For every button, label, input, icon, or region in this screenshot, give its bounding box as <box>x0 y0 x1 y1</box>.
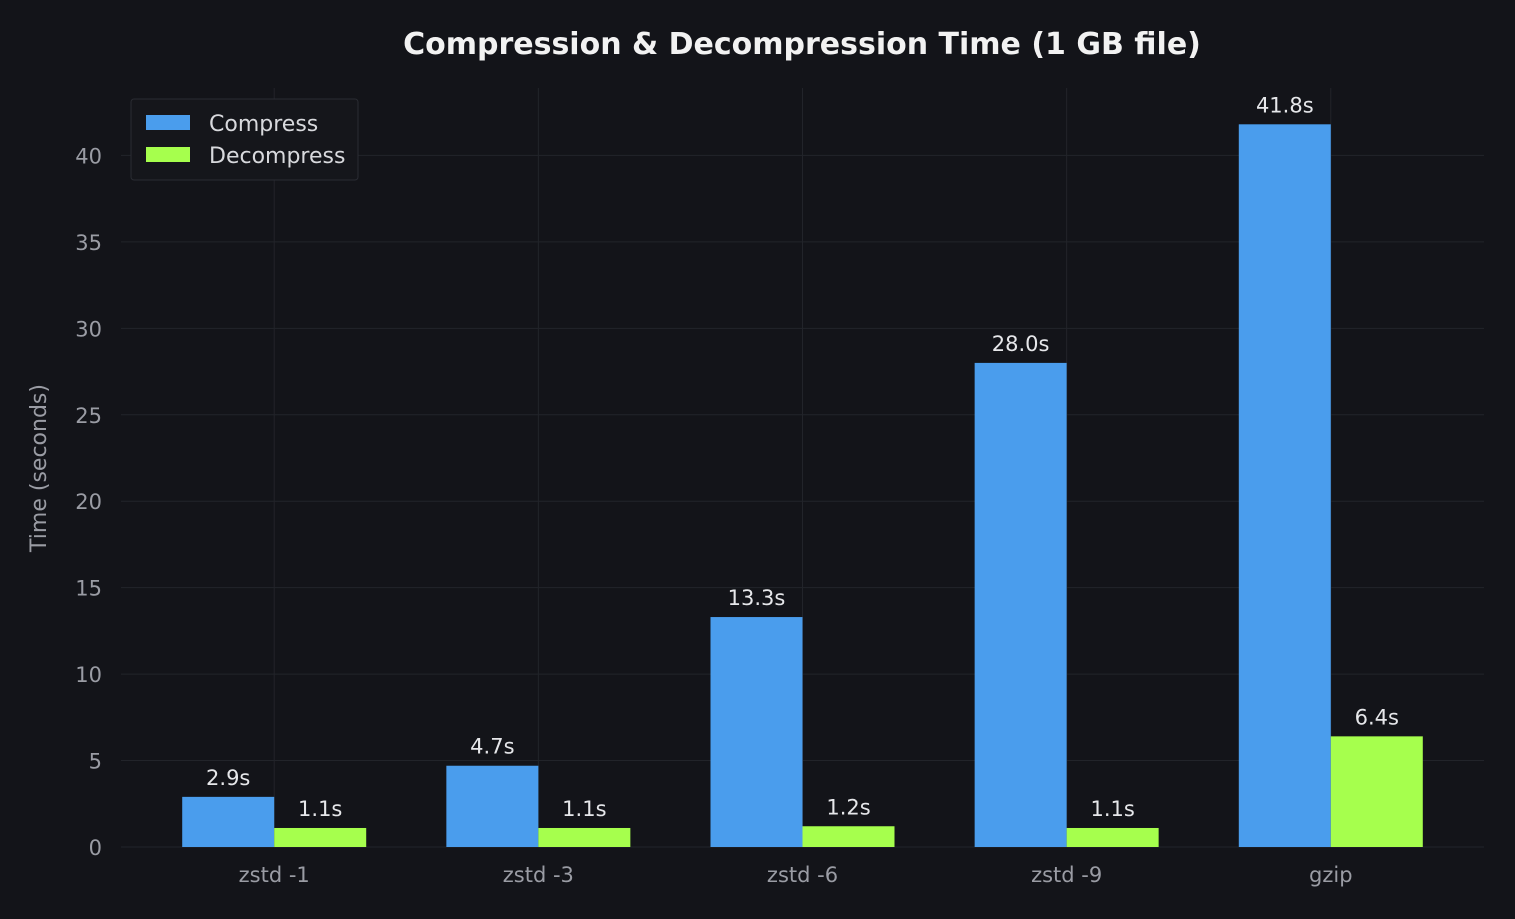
y-tick-label: 0 <box>89 836 102 860</box>
data-label: 6.4s <box>1355 705 1399 729</box>
y-tick-label: 30 <box>75 317 102 341</box>
x-tick-label: zstd -3 <box>503 863 574 887</box>
y-tick-label: 20 <box>75 490 102 514</box>
data-label: 41.8s <box>1256 93 1314 117</box>
data-label: 4.7s <box>470 735 514 759</box>
bar-compress <box>974 362 1067 847</box>
legend-swatch-decompress <box>146 147 190 162</box>
y-tick-label: 5 <box>89 750 102 774</box>
x-tick-label: zstd -6 <box>767 863 838 887</box>
bar-compress <box>446 765 539 847</box>
bar-decompress <box>274 827 367 847</box>
data-label: 1.1s <box>298 797 342 821</box>
y-axis-label: Time (seconds) <box>27 384 52 553</box>
data-label: 2.9s <box>206 766 250 790</box>
bar-compress <box>1238 124 1331 848</box>
data-label: 1.1s <box>1090 797 1134 821</box>
y-tick-label: 35 <box>75 231 102 255</box>
bar-decompress <box>802 826 895 847</box>
y-tick-label: 10 <box>75 663 102 687</box>
legend: Compress Decompress <box>130 98 359 181</box>
legend-label-decompress: Decompress <box>209 144 345 169</box>
legend-swatch-compress <box>146 115 190 130</box>
x-tick-label: gzip <box>1309 863 1353 887</box>
data-label: 13.3s <box>728 586 786 610</box>
y-tick-label: 25 <box>75 404 102 428</box>
data-label: 28.0s <box>992 332 1050 356</box>
chart-title: Compression & Decompression Time (1 GB f… <box>403 27 1201 62</box>
bar-compress <box>710 617 803 847</box>
data-label: 1.2s <box>826 795 870 819</box>
x-tick-label: zstd -1 <box>239 863 310 887</box>
y-tick-label: 40 <box>75 144 102 168</box>
x-tick-label: zstd -9 <box>1031 863 1102 887</box>
y-tick-label: 15 <box>75 577 102 601</box>
bar-compress <box>182 796 275 847</box>
bar-decompress <box>538 827 631 847</box>
data-label: 1.1s <box>562 797 606 821</box>
bar-decompress <box>1330 736 1423 847</box>
legend-label-compress: Compress <box>209 112 318 137</box>
bar-decompress <box>1066 827 1159 847</box>
